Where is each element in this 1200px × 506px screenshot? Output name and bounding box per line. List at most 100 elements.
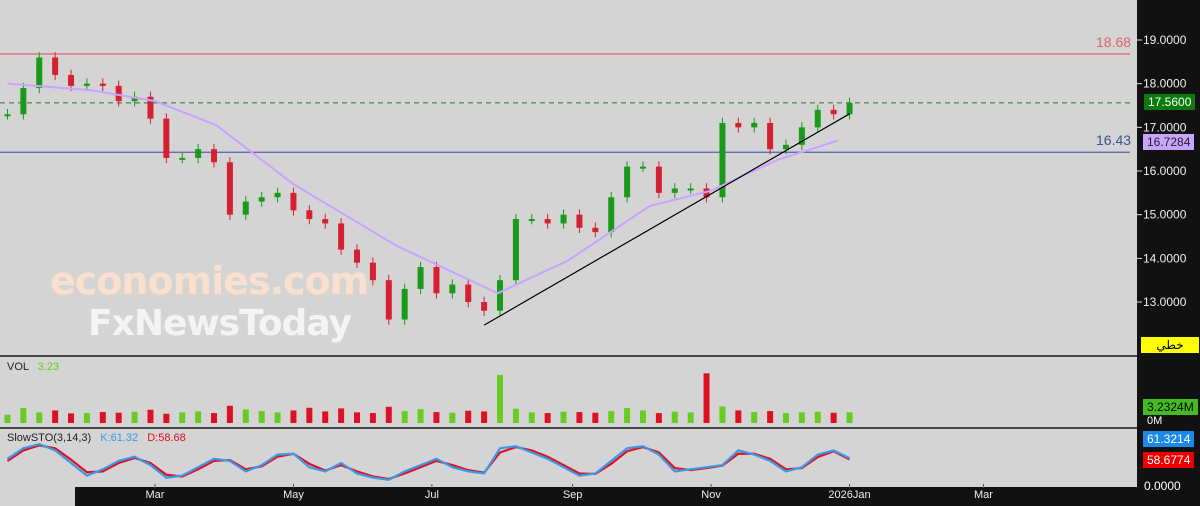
volume-bar — [385, 406, 392, 423]
moving-average-line — [7, 82, 839, 295]
candle-body — [290, 192, 297, 211]
price-tick-label: 18.0000 — [1143, 77, 1187, 91]
price-tick-label: 14.0000 — [1143, 251, 1187, 265]
candle-body — [306, 210, 313, 220]
candle-body — [52, 57, 59, 75]
date-tick-label: May — [283, 489, 304, 501]
candle-body — [798, 127, 805, 145]
date-tick-label: Jul — [425, 489, 439, 501]
volume-bar — [608, 411, 615, 423]
price-tick-label: 19.0000 — [1143, 33, 1187, 47]
candle-body — [36, 57, 43, 89]
date-tick-label: Mar — [146, 489, 165, 501]
candle-body — [846, 102, 853, 115]
volume-bar — [115, 412, 122, 423]
volume-bar — [258, 411, 265, 423]
volume-value: 3.23 — [37, 361, 60, 373]
volume-bar — [735, 410, 742, 423]
volume-bar — [449, 412, 456, 423]
volume-bar — [624, 408, 631, 423]
price-panel — [0, 0, 1137, 355]
volume-bar — [322, 411, 329, 423]
volume-bar — [497, 374, 503, 423]
candle-body — [258, 197, 265, 202]
sto-name: SlowSTO(3,14,3) — [7, 432, 92, 444]
volume-bar — [465, 410, 472, 423]
candle-body — [481, 302, 488, 311]
volume-bar — [226, 405, 233, 423]
volume-bar — [179, 412, 186, 423]
candle-body — [131, 96, 138, 102]
candle-body — [274, 192, 281, 198]
watermark-fxnewstoday: FxNewsToday — [88, 303, 352, 344]
volume-bar — [751, 412, 758, 423]
volume-bar — [4, 414, 11, 423]
candle-body — [322, 219, 329, 224]
volume-bar — [131, 411, 138, 423]
candle-body — [433, 267, 440, 294]
candle-body — [639, 166, 646, 169]
volume-title: VOL 3.23 — [3, 359, 63, 375]
candle-body — [417, 267, 424, 289]
candle-body — [449, 284, 456, 294]
volume-bar — [719, 406, 726, 423]
volume-bar — [481, 411, 488, 423]
date-tick-label: 2026Jan — [828, 489, 870, 501]
volume-bar — [20, 408, 27, 423]
candle-body — [385, 280, 392, 320]
volume-panel — [0, 357, 1137, 427]
date-axis — [75, 487, 1137, 500]
volume-bar — [560, 411, 567, 423]
volume-bar — [147, 409, 154, 423]
chart-type-badge[interactable]: خطي — [1141, 337, 1199, 353]
candle-body — [719, 122, 726, 198]
candle-body — [20, 88, 27, 115]
volume-zero-label: 0M — [1147, 415, 1163, 427]
k-axis-badge: 61.3214 — [1143, 431, 1195, 447]
candle-body — [735, 122, 742, 128]
candle-body — [211, 149, 218, 163]
candle-body — [83, 83, 90, 86]
volume-bar — [306, 407, 313, 423]
candle-body — [115, 85, 122, 102]
candle-body — [497, 280, 503, 311]
volume-bar — [814, 411, 821, 423]
candle-body — [465, 284, 472, 303]
candle-body — [401, 288, 408, 320]
price-tick-label: 13.0000 — [1143, 295, 1187, 309]
volume-bar — [767, 411, 774, 423]
candle-body — [195, 149, 202, 158]
stochastic-k-line — [6, 442, 851, 481]
volume-bar — [544, 413, 551, 423]
volume-bar — [369, 413, 376, 423]
volume-bar — [576, 412, 583, 423]
candle-body — [655, 166, 662, 193]
candle-body — [163, 118, 170, 158]
volume-axis-badge: 3.2324M — [1143, 399, 1198, 415]
volume-bar — [655, 413, 662, 423]
corner — [0, 487, 75, 506]
volume-name: VOL — [7, 361, 29, 373]
candle-body — [703, 188, 710, 198]
volume-bar — [703, 373, 710, 423]
date-tick-label: Sep — [563, 489, 583, 501]
stochastic-title: SlowSTO(3,14,3) K:61.32 D:58.68 — [3, 430, 190, 446]
volume-bar — [433, 412, 440, 423]
candle-body — [782, 144, 789, 150]
candle-body — [592, 227, 599, 233]
sto-d-value: D:58.68 — [147, 432, 186, 444]
volume-bar — [242, 409, 249, 423]
support-label: 16.43 — [1096, 132, 1132, 148]
volume-bar — [163, 413, 170, 423]
volume-bar — [782, 413, 789, 423]
volume-bar — [639, 410, 646, 423]
volume-bar — [687, 412, 694, 423]
watermark-economies: economies.com — [50, 259, 369, 303]
volume-bar — [68, 413, 75, 423]
volume-bar — [592, 412, 599, 423]
candle-body — [369, 262, 376, 281]
volume-bar — [354, 412, 361, 423]
candle-body — [338, 223, 345, 250]
trendline — [483, 113, 850, 326]
